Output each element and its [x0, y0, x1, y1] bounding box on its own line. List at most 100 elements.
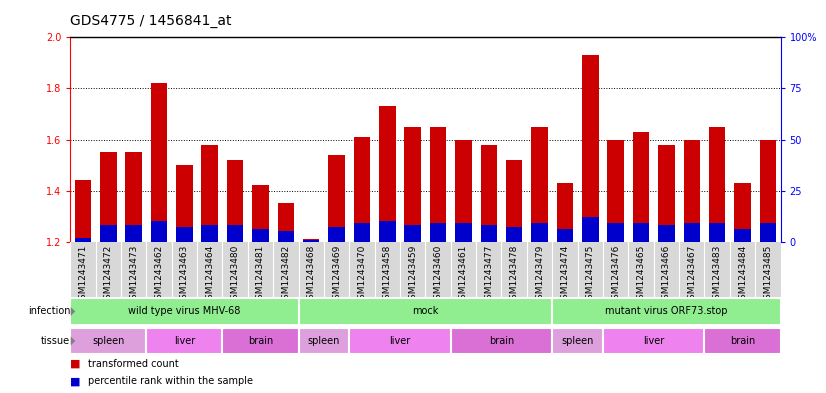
Bar	[658, 225, 675, 242]
Bar	[379, 221, 396, 242]
Text: wild type virus MHV-68: wild type virus MHV-68	[128, 307, 240, 316]
Bar	[705, 328, 781, 354]
Bar	[430, 223, 446, 242]
Bar	[603, 328, 705, 354]
Text: GSM1243466: GSM1243466	[662, 244, 671, 305]
Bar	[70, 328, 146, 354]
Text: GSM1243476: GSM1243476	[611, 244, 620, 305]
Bar	[481, 145, 497, 242]
Text: GSM1243464: GSM1243464	[205, 244, 214, 305]
Bar	[151, 83, 167, 242]
Bar	[100, 225, 116, 242]
Text: GSM1243479: GSM1243479	[535, 244, 544, 305]
Text: GSM1243477: GSM1243477	[484, 244, 493, 305]
Bar	[684, 140, 700, 242]
Bar	[607, 223, 624, 242]
Bar	[252, 185, 268, 242]
Text: spleen: spleen	[562, 336, 594, 346]
Bar	[329, 228, 344, 242]
Text: GSM1243467: GSM1243467	[687, 244, 696, 305]
Text: liver: liver	[389, 336, 411, 346]
Bar	[557, 230, 573, 242]
Text: GDS4775 / 1456841_at: GDS4775 / 1456841_at	[70, 13, 232, 28]
Bar	[734, 183, 751, 242]
Bar	[74, 238, 91, 242]
Bar	[709, 127, 725, 242]
Text: percentile rank within the sample: percentile rank within the sample	[88, 376, 254, 386]
Bar	[760, 223, 776, 242]
Bar	[146, 328, 222, 354]
Bar	[506, 160, 522, 242]
Bar	[227, 160, 244, 242]
Bar	[278, 204, 294, 242]
Bar	[506, 228, 522, 242]
Polygon shape	[71, 307, 75, 316]
Text: tissue: tissue	[41, 336, 70, 346]
Bar	[349, 328, 451, 354]
Text: GSM1243478: GSM1243478	[510, 244, 519, 305]
Text: liver: liver	[173, 336, 195, 346]
Bar	[126, 152, 142, 242]
Bar	[430, 127, 446, 242]
Bar	[176, 228, 192, 242]
Text: brain: brain	[248, 336, 273, 346]
Bar	[582, 217, 599, 242]
Bar	[557, 183, 573, 242]
Text: spleen: spleen	[308, 336, 340, 346]
Polygon shape	[71, 336, 75, 345]
Text: GSM1243463: GSM1243463	[180, 244, 189, 305]
Bar	[553, 298, 781, 325]
Bar	[151, 221, 167, 242]
Bar	[405, 127, 421, 242]
Text: GSM1243462: GSM1243462	[154, 244, 164, 305]
Bar	[202, 225, 218, 242]
Text: GSM1243469: GSM1243469	[332, 244, 341, 305]
Bar	[760, 140, 776, 242]
Text: GSM1243484: GSM1243484	[738, 244, 747, 305]
Text: GSM1243475: GSM1243475	[586, 244, 595, 305]
Bar	[734, 230, 751, 242]
Text: GSM1243459: GSM1243459	[408, 244, 417, 305]
Text: mock: mock	[412, 307, 439, 316]
Text: infection: infection	[28, 307, 70, 316]
Bar	[227, 225, 244, 242]
Text: GSM1243471: GSM1243471	[78, 244, 88, 305]
Bar	[709, 223, 725, 242]
Bar	[252, 230, 268, 242]
Bar	[684, 223, 700, 242]
Bar	[354, 223, 370, 242]
Text: ■: ■	[70, 358, 81, 369]
Bar	[481, 225, 497, 242]
Text: liver: liver	[643, 336, 664, 346]
Text: GSM1243465: GSM1243465	[637, 244, 646, 305]
Bar	[176, 165, 192, 242]
Bar	[455, 140, 472, 242]
Text: GSM1243458: GSM1243458	[382, 244, 392, 305]
Text: GSM1243480: GSM1243480	[230, 244, 240, 305]
Bar	[633, 223, 649, 242]
Text: brain: brain	[489, 336, 514, 346]
Bar	[379, 106, 396, 242]
Bar	[126, 225, 142, 242]
Bar	[298, 298, 553, 325]
Bar	[100, 152, 116, 242]
Bar	[202, 145, 218, 242]
Bar	[582, 55, 599, 242]
Bar	[405, 225, 421, 242]
Bar	[633, 132, 649, 242]
Bar	[531, 223, 548, 242]
Text: transformed count: transformed count	[88, 358, 179, 369]
Text: brain: brain	[730, 336, 755, 346]
Bar	[303, 239, 320, 242]
Bar	[70, 298, 298, 325]
Bar	[74, 180, 91, 242]
Bar	[278, 231, 294, 242]
Text: GSM1243460: GSM1243460	[434, 244, 443, 305]
Text: spleen: spleen	[92, 336, 125, 346]
Bar	[607, 140, 624, 242]
Text: GSM1243461: GSM1243461	[459, 244, 468, 305]
Text: GSM1243470: GSM1243470	[358, 244, 367, 305]
Bar	[451, 328, 553, 354]
Text: GSM1243473: GSM1243473	[129, 244, 138, 305]
Text: GSM1243482: GSM1243482	[282, 244, 291, 305]
